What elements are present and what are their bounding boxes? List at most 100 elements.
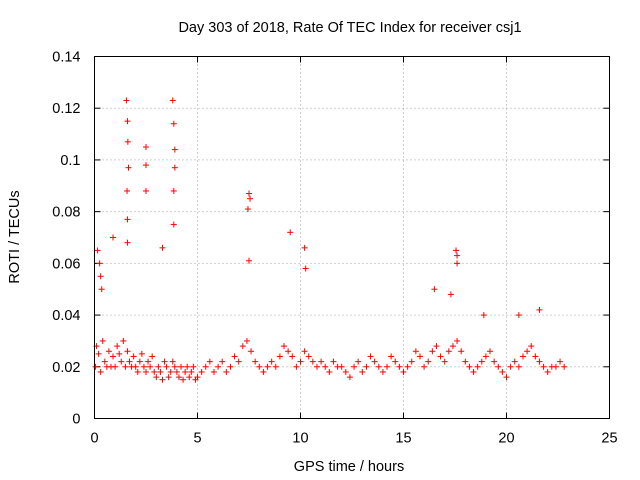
data-point: [454, 260, 461, 267]
data-point: [157, 368, 164, 375]
data-point: [367, 353, 374, 360]
data-point: [97, 273, 104, 280]
data-point: [478, 358, 485, 365]
data-point: [124, 239, 131, 246]
data-point: [252, 358, 259, 365]
data-point: [491, 358, 498, 365]
data-point: [474, 363, 481, 370]
data-point: [170, 187, 177, 194]
data-point: [246, 257, 252, 264]
data-point: [244, 206, 251, 213]
data-point: [124, 118, 131, 125]
data-point: [470, 368, 477, 375]
data-point: [206, 358, 213, 365]
data-point: [151, 368, 158, 375]
data-point: [180, 376, 187, 383]
data-point: [322, 363, 329, 370]
data-point: [287, 229, 294, 236]
data-point: [143, 144, 149, 150]
data-point: [167, 368, 174, 375]
data-point: [92, 363, 99, 370]
data-point: [149, 353, 156, 360]
data-point: [445, 348, 452, 355]
data-point: [163, 363, 170, 370]
data-point: [143, 187, 149, 194]
y-tick-label: 0.14: [52, 50, 80, 66]
data-point: [243, 337, 250, 344]
data-point: [165, 374, 172, 381]
data-point: [429, 348, 436, 355]
data-point: [396, 363, 403, 370]
data-point: [309, 358, 316, 365]
data-point: [499, 368, 506, 375]
data-point: [169, 358, 176, 365]
data-point: [532, 353, 539, 360]
data-point: [379, 368, 386, 375]
data-point: [431, 286, 438, 293]
data-point: [98, 286, 105, 293]
grid-lines: [94, 56, 610, 419]
data-point: [416, 353, 423, 360]
data-point: [544, 368, 551, 375]
y-axis-label: ROTI / TECUs: [7, 190, 23, 283]
data-point: [231, 353, 238, 360]
y-tick-label: 0.06: [52, 256, 80, 272]
data-point: [433, 343, 440, 350]
data-point: [170, 120, 177, 127]
data-point: [412, 348, 419, 355]
data-point: [536, 306, 543, 313]
data-point: [147, 363, 154, 370]
data-point: [110, 234, 117, 241]
data-point: [293, 363, 300, 370]
data-point: [126, 358, 133, 365]
data-point: [462, 358, 469, 365]
data-point: [375, 363, 382, 370]
data-point: [246, 190, 252, 197]
data-point: [313, 363, 320, 370]
data-point: [175, 374, 182, 381]
data-point: [276, 353, 283, 360]
data-point: [122, 363, 129, 370]
data-point: [388, 353, 395, 360]
data-point: [524, 348, 531, 355]
data-point: [94, 247, 101, 254]
data-point: [97, 368, 104, 375]
data-point: [159, 244, 166, 251]
data-point: [125, 164, 132, 171]
data-point: [138, 350, 145, 357]
data-point: [112, 363, 119, 370]
data-point: [371, 358, 378, 365]
data-point: [528, 343, 535, 350]
y-tick-label: 0.08: [52, 205, 80, 221]
x-tick-label: 10: [292, 431, 308, 447]
data-point: [159, 376, 166, 383]
data-point: [384, 363, 391, 370]
x-tick-label: 20: [498, 431, 514, 447]
data-point: [346, 374, 353, 381]
data-point: [171, 164, 178, 171]
x-tick-labels: 0 5 10 15 20 25: [90, 431, 617, 447]
data-point: [184, 363, 191, 370]
data-point: [302, 265, 309, 272]
data-point: [421, 363, 428, 370]
x-tick-label: 0: [90, 431, 98, 447]
data-point: [480, 312, 487, 319]
data-point: [143, 368, 149, 375]
data-point: [120, 337, 127, 344]
data-point: [171, 363, 178, 370]
data-point: [330, 358, 337, 365]
data-point: [466, 363, 473, 370]
data-point: [453, 247, 460, 254]
data-point: [210, 368, 217, 375]
data-point: [557, 358, 564, 365]
data-point: [297, 358, 304, 365]
data-point: [190, 363, 197, 370]
data-point: [408, 358, 415, 365]
data-point: [110, 353, 117, 360]
data-point: [338, 363, 345, 370]
data-point: [124, 187, 131, 194]
data-point: [105, 348, 112, 355]
data-point: [134, 368, 141, 375]
y-tick-label: 0.02: [52, 360, 80, 376]
